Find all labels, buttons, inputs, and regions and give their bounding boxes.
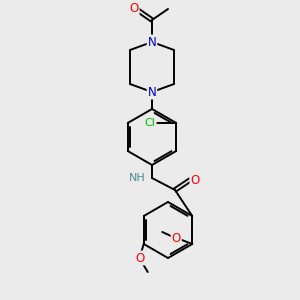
Text: O: O xyxy=(135,251,144,265)
Text: N: N xyxy=(148,85,156,98)
Text: Cl: Cl xyxy=(145,118,156,128)
Text: O: O xyxy=(172,232,181,244)
Text: O: O xyxy=(190,173,200,187)
Text: NH: NH xyxy=(129,173,146,183)
Text: N: N xyxy=(148,35,156,49)
Text: O: O xyxy=(129,2,139,16)
